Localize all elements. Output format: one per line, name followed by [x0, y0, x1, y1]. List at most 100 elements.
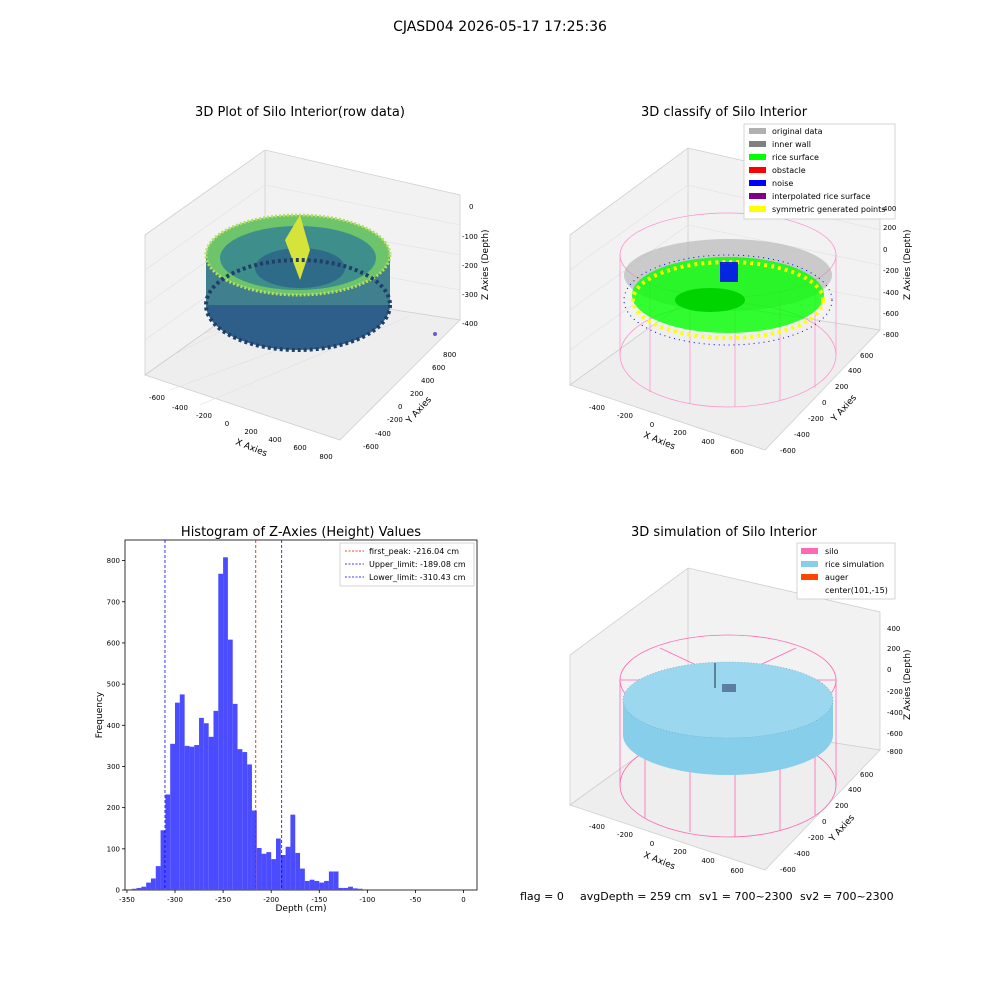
- raw-x-tick: -600: [149, 394, 165, 402]
- simulation-y-tick: -200: [808, 834, 824, 842]
- legend-swatch-auger: [801, 574, 818, 580]
- raw-y-tick: 800: [443, 351, 456, 359]
- histogram-x-tick-label: -350: [119, 896, 135, 904]
- panel-raw-title: 3D Plot of Silo Interior(row data): [195, 105, 405, 120]
- classify-z-tick: 200: [883, 224, 896, 232]
- classify-z-tick: 400: [883, 205, 896, 213]
- legend-swatch-silo: [801, 548, 818, 554]
- classify-y-tick: -400: [794, 431, 810, 439]
- simulation-z-tick: 0: [887, 666, 891, 674]
- legend-swatch-original-data: [749, 128, 766, 134]
- classify-z-axis-label: Z Axies (Depth): [903, 229, 913, 300]
- simulation-z-tick: -800: [887, 748, 903, 756]
- simulation-z-tick: -200: [887, 688, 903, 696]
- status-flag: flag = 0: [520, 890, 564, 903]
- histogram-bar: [352, 888, 358, 890]
- raw-z-tick: 0: [469, 203, 473, 211]
- classify-x-ticks: -400 -200 0 200 400 600: [589, 404, 744, 456]
- classify-x-tick: 0: [650, 421, 654, 429]
- simulation-z-tick: -600: [887, 730, 903, 738]
- histogram-y-axis-label: Frequency: [95, 691, 105, 738]
- legend-label-auger: auger: [825, 573, 849, 582]
- simulation-y-tick: 600: [860, 771, 873, 779]
- histogram-bar: [275, 838, 281, 890]
- histogram-y-tick-label: 200: [107, 804, 120, 812]
- classify-x-tick: -400: [589, 404, 605, 412]
- simulation-x-tick: 200: [673, 848, 686, 856]
- histogram-y-tick-label: 600: [107, 639, 120, 647]
- classify-y-tick: -600: [780, 447, 796, 455]
- histogram-bar: [324, 880, 329, 890]
- histogram-bar: [160, 830, 166, 890]
- legend-label-silo: silo: [825, 547, 839, 556]
- histogram-bar: [189, 746, 195, 890]
- histogram-y-tick-label: 100: [107, 845, 120, 853]
- raw-x-ticks: -600 -400 -200 0 200 400 600 800: [149, 394, 333, 461]
- legend-label-noise: noise: [772, 179, 793, 188]
- histogram-bar: [266, 852, 272, 890]
- histogram-bar: [165, 794, 171, 890]
- classify-legend-frame: [743, 123, 896, 220]
- simulation-y-ticks: -600 -400 -200 0 200 400 600: [780, 771, 873, 874]
- legend-label-obstacle: obstacle: [772, 166, 806, 175]
- histogram-bar: [136, 887, 142, 890]
- histogram-y-tick-label: 800: [107, 557, 120, 565]
- histogram-reference-lines: [164, 540, 283, 890]
- legend-label-rice-simulation: rice simulation: [825, 560, 884, 569]
- classify-y-tick: 200: [835, 383, 848, 391]
- histogram-legend-frame: [339, 542, 475, 587]
- histogram-y-tick-label: 300: [107, 763, 120, 771]
- classify-z-tick: -200: [883, 267, 899, 275]
- status-avg-depth: avgDepth = 259 cm: [580, 890, 691, 903]
- panel-classify-title: 3D classify of Silo Interior: [641, 105, 808, 120]
- raw-y-tick: -400: [375, 430, 391, 438]
- histogram-bar: [184, 745, 190, 890]
- raw-x-tick: 200: [244, 428, 257, 436]
- legend-label-symmetric-generated-points: symmetric generated points: [772, 205, 885, 214]
- raw-x-tick: 800: [319, 453, 332, 461]
- histogram-bar: [194, 745, 200, 890]
- legend-swatch-obstacle: [749, 167, 766, 173]
- classify-y-ticks: -600 -400 -200 0 200 400 600: [780, 352, 873, 455]
- simulation-x-tick: -200: [617, 831, 633, 839]
- simulation-x-tick: 400: [701, 857, 714, 865]
- histogram-bar: [280, 855, 286, 890]
- classify-x-axis-label: X Axies: [642, 431, 677, 453]
- legend-label-inner-wall: inner wall: [772, 140, 811, 149]
- histogram-bar: [256, 848, 262, 890]
- raw-x-tick: 400: [268, 436, 281, 444]
- simulation-y-tick: 0: [822, 818, 826, 826]
- histogram-y-tick-label: 0: [116, 887, 120, 895]
- simulation-z-axis-label: Z Axies (Depth): [903, 649, 913, 720]
- simulation-rice-surface: [622, 661, 834, 775]
- panel-simulation-title: 3D simulation of Silo Interior: [631, 525, 818, 540]
- simulation-y-tick: 400: [848, 786, 861, 794]
- raw-z-ticks: 0 -100 -200 -300 -400: [462, 203, 478, 328]
- simulation-z-tick: 200: [887, 645, 900, 653]
- histogram-title: Histogram of Z-Axies (Height) Values: [181, 525, 421, 540]
- histogram-y-ticks: 0 100 200 300 400 500 600 700 800: [107, 557, 125, 895]
- legend-label-original-data: original data: [772, 127, 823, 136]
- histogram-x-tick-label: 0: [461, 896, 465, 904]
- legend-label-first-peak: first_peak: -216.04 cm: [369, 547, 459, 556]
- histogram-bar: [314, 880, 320, 890]
- histogram-bar: [199, 717, 204, 890]
- histogram-bar: [261, 853, 267, 890]
- histogram-bar: [338, 887, 344, 890]
- legend-label-rice-surface: rice surface: [772, 153, 819, 162]
- raw-y-tick: 0: [398, 403, 402, 411]
- histogram-bar: [208, 736, 214, 890]
- histogram-bar: [333, 871, 339, 890]
- simulation-x-tick: 600: [730, 867, 743, 875]
- histogram-y-tick-label: 500: [107, 681, 120, 689]
- raw-y-axis-label: Y Axies: [404, 395, 434, 427]
- legend-swatch-inner-wall: [749, 141, 766, 147]
- legend-label-lower-limit: Lower_limit: -310.43 cm: [369, 573, 466, 582]
- histogram-bar: [175, 702, 180, 890]
- figure-suptitle: CJASD04 2026-05-17 17:25:36: [393, 19, 607, 35]
- histogram-bar: [146, 882, 151, 890]
- status-sv2: sv2 = 700~2300: [800, 890, 894, 903]
- classify-z-tick: 0: [883, 246, 887, 254]
- simulation-x-tick: 0: [650, 840, 654, 848]
